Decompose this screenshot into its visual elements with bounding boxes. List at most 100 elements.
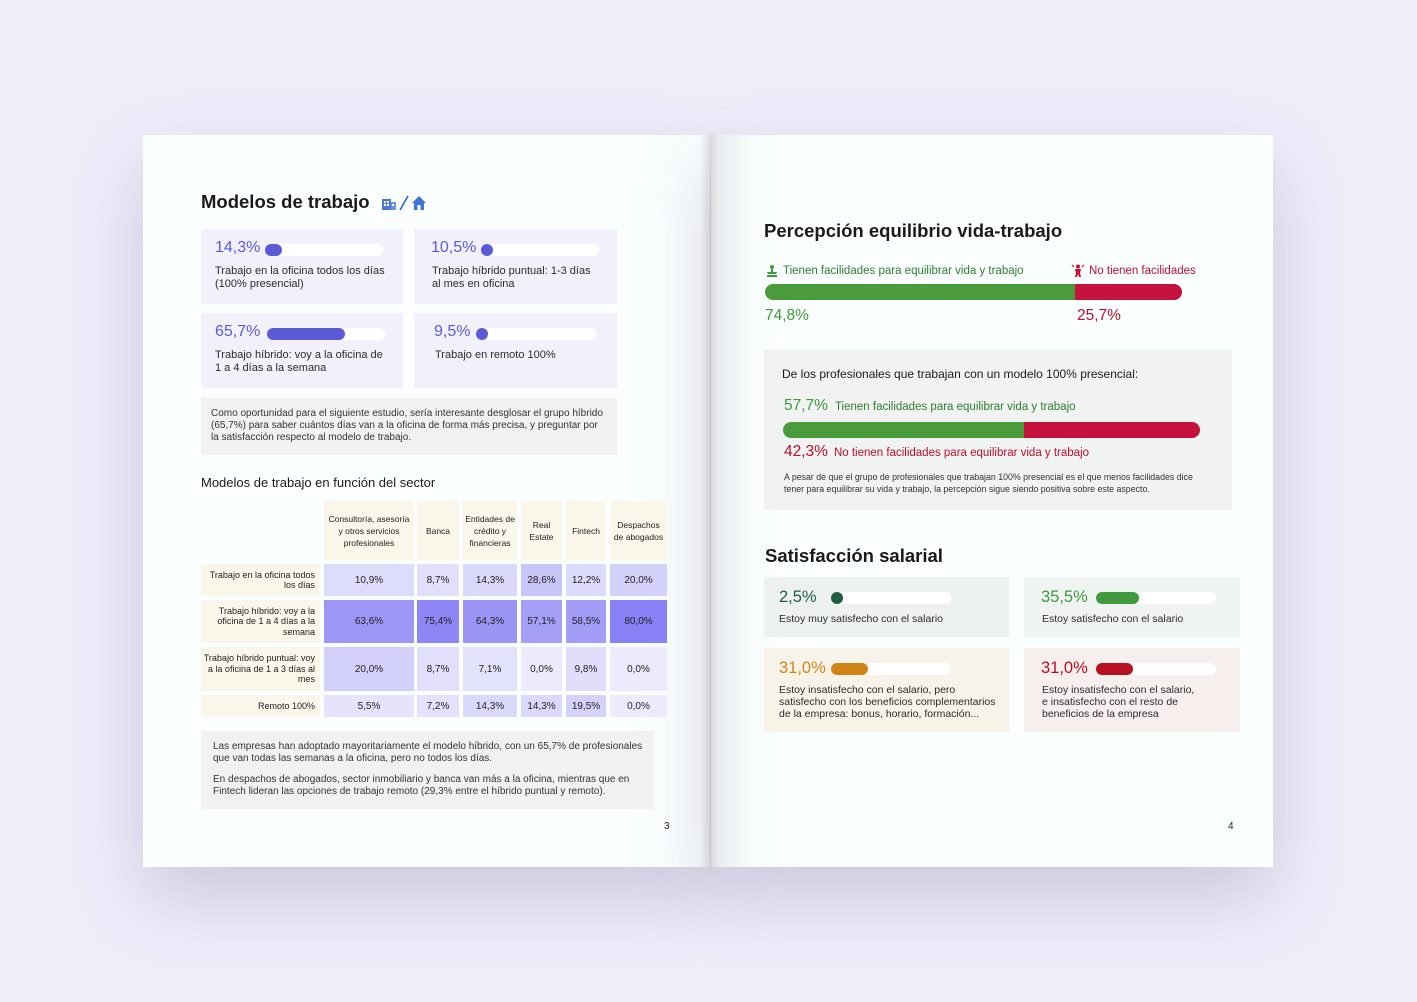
table-cell: 14,3%: [463, 564, 517, 596]
stat-desc: Trabajo híbrido puntual: 1-3 días al mes…: [432, 265, 591, 290]
presencial-balance-bar: [783, 422, 1200, 438]
table-column-header: Real Estate: [521, 501, 562, 560]
stat-card-remoto: 9,5% Trabajo en remoto 100%: [414, 313, 617, 388]
stat-pct: 10,5%: [431, 239, 477, 256]
legend-no: No tienen facilidades: [1071, 264, 1196, 278]
salary-pct: 31,0%: [779, 659, 826, 677]
salary-pct: 35,5%: [1041, 588, 1088, 606]
study-note: Como oportunidad para el siguiente estud…: [201, 398, 617, 455]
progress-track: [831, 663, 951, 675]
progress-fill: [481, 244, 494, 256]
stat-pct: 65,7%: [215, 323, 261, 340]
salary-pct: 31,0%: [1041, 659, 1088, 677]
summary-paragraph-2: En despachos de abogados, sector inmobil…: [213, 774, 630, 797]
salary-card-insatisfecho-beneficios: 31,0% Estoy insatisfecho con el salario,…: [764, 648, 1009, 732]
salary-desc: Estoy insatisfecho con el salario, pero …: [779, 684, 996, 720]
book-gutter: [700, 135, 718, 867]
page-number-right: 4: [1228, 821, 1234, 832]
salary-desc: Estoy satisfecho con el salario: [1042, 613, 1184, 625]
stat-desc: Trabajo en la oficina todos los días (10…: [215, 265, 385, 290]
progress-fill: [831, 592, 843, 604]
stat-card-hibrido: 65,7% Trabajo híbrido: voy a la oficina …: [201, 313, 403, 388]
presencial-no-pct: 42,3%: [784, 443, 828, 460]
table-cell: 0,0%: [521, 647, 562, 691]
presencial-no-row: 42,3% No tienen facilidades para equilib…: [784, 443, 1089, 461]
table-row-label: Trabajo híbrido: voy a la oficina de 1 a…: [201, 600, 320, 643]
progress-fill: [476, 328, 488, 340]
table-cell: 7,2%: [417, 695, 459, 717]
table-cell: 20,0%: [324, 647, 414, 691]
table-cell: 0,0%: [610, 647, 667, 691]
bar-segment-no: [1075, 284, 1182, 300]
table-cell: 14,3%: [521, 695, 562, 717]
table-cell: 57,1%: [521, 600, 562, 643]
bar-segment-yes: [783, 422, 1024, 438]
stat-pct: 9,5%: [434, 323, 471, 340]
presencial-no-label: No tienen facilidades para equilibrar vi…: [833, 447, 1090, 459]
table-cell: 20,0%: [610, 564, 667, 596]
presencial-note: A pesar de que el grupo de profesionales…: [784, 472, 1193, 494]
summary-box: Las empresas han adoptado mayoritariamen…: [201, 731, 654, 809]
overall-balance-bar: [765, 284, 1182, 300]
overall-yes-pct: 74,8%: [765, 307, 809, 324]
presencial-heading: De los profesionales que trabajan con un…: [782, 367, 1139, 381]
salary-desc: Estoy insatisfecho con el salario, e ins…: [1042, 684, 1195, 720]
salary-pct: 2,5%: [779, 588, 817, 606]
section-title: Modelos de trabajo: [201, 191, 427, 213]
balance-title: Percepción equilibrio vida-trabajo: [764, 220, 1063, 241]
presencial-box: De los profesionales que trabajan con un…: [764, 350, 1232, 510]
table-cell: 12,2%: [566, 564, 606, 596]
table-cell: 58,5%: [566, 600, 606, 643]
salary-card-insatisfecho-total: 31,0% Estoy insatisfecho con el salario,…: [1024, 648, 1240, 732]
salary-card-satisfecho: 35,5% Estoy satisfecho con el salario: [1024, 577, 1240, 637]
progress-track: [1096, 592, 1216, 604]
slash-icon: [399, 195, 409, 211]
progress-fill: [267, 328, 345, 340]
table-cell: 8,7%: [417, 564, 459, 596]
stat-card-hibrido-puntual: 10,5% Trabajo híbrido puntual: 1-3 días …: [414, 229, 617, 304]
building-icon: [381, 199, 396, 211]
legend-yes-label: Tienen facilidades para equilibrar vida …: [783, 265, 1024, 277]
sector-table: Consultoría, asesoría y otros servicios …: [201, 501, 668, 719]
stat-desc: Trabajo híbrido: voy a la oficina de 1 a…: [215, 349, 383, 374]
table-cell: 64,3%: [463, 600, 517, 643]
table-cell: 7,1%: [463, 647, 517, 691]
table-row-label: Remoto 100%: [201, 695, 320, 717]
summary-paragraph-1: Las empresas han adoptado mayoritariamen…: [213, 741, 643, 764]
house-icon: [411, 196, 426, 211]
presencial-yes-row: 57,7% Tienen facilidades para equilibrar…: [784, 397, 1076, 415]
legend-yes: Tienen facilidades para equilibrar vida …: [765, 264, 1024, 278]
progress-fill: [831, 663, 869, 675]
table-cell: 9,8%: [566, 647, 606, 691]
table-cell: 28,6%: [521, 564, 562, 596]
salary-desc: Estoy muy satisfecho con el salario: [779, 613, 943, 625]
progress-track: [831, 592, 951, 604]
table-cell: 0,0%: [610, 695, 667, 717]
stat-card-oficina: 14,3% Trabajo en la oficina todos los dí…: [201, 229, 403, 304]
table-column-header: Banca: [417, 501, 459, 560]
table-title: Modelos de trabajo en función del sector: [201, 475, 436, 490]
progress-fill: [265, 244, 282, 256]
progress-track: [265, 244, 383, 256]
bar-segment-no: [1023, 422, 1200, 438]
table-cell: 10,9%: [324, 564, 414, 596]
progress-track: [476, 328, 596, 340]
table-cell: 80,0%: [610, 600, 667, 643]
salary-title: Satisfacción salarial: [765, 545, 943, 566]
table-cell: 19,5%: [566, 695, 606, 717]
table-cell: 14,3%: [463, 695, 517, 717]
table-column-header: Fintech: [566, 501, 606, 560]
progress-fill: [1096, 663, 1134, 675]
stat-pct: 14,3%: [215, 239, 261, 256]
progress-track: [481, 244, 599, 256]
balance-icon: [767, 265, 777, 277]
stat-desc: Trabajo en remoto 100%: [435, 349, 556, 361]
table-column-header: Despachos de abogados: [610, 501, 667, 560]
table-column-header: Consultoría, asesoría y otros servicios …: [324, 501, 414, 560]
table-cell: 75,4%: [417, 600, 459, 643]
overall-no-pct: 25,7%: [1077, 307, 1121, 324]
table-row-label: Trabajo en la oficina todos los días: [201, 564, 320, 596]
page-number-left: 3: [664, 821, 670, 832]
legend-no-label: No tienen facilidades: [1089, 265, 1196, 277]
title-text: Modelos de trabajo: [201, 191, 370, 212]
